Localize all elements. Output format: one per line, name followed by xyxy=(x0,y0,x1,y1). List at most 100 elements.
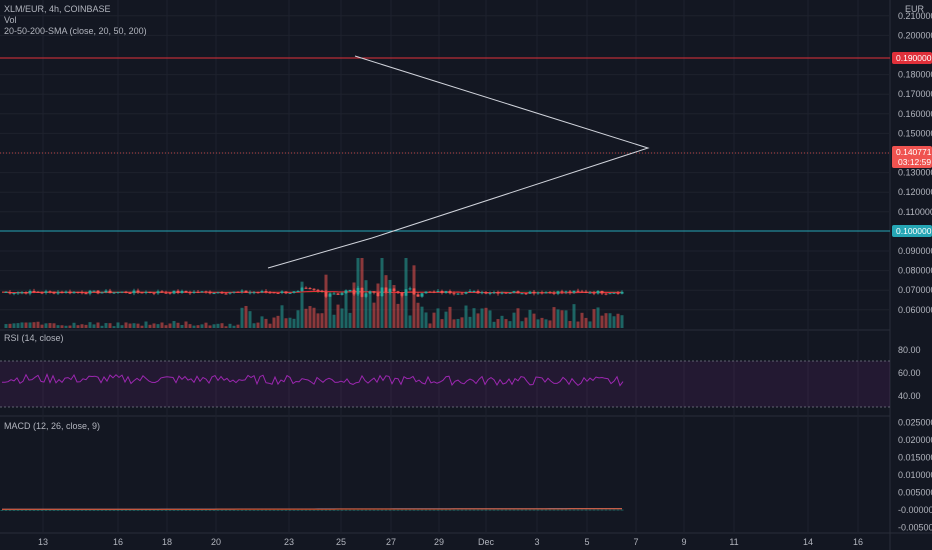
candle-body xyxy=(596,290,600,294)
candle-body xyxy=(96,290,100,294)
volume-bar xyxy=(148,324,152,328)
candle-body xyxy=(608,293,612,295)
macd-histogram-bar xyxy=(100,509,104,511)
candle-body xyxy=(412,288,416,295)
signal-line[interactable] xyxy=(2,508,622,510)
ma-legend[interactable]: 20-50-200-SMA (close, 20, 50, 200) xyxy=(4,26,147,36)
macd-histogram-bar xyxy=(492,509,496,511)
candle-body xyxy=(424,291,428,294)
candle-body xyxy=(444,291,448,294)
price-tick-label: 0.160000 xyxy=(898,109,932,119)
macd-histogram-bar xyxy=(488,509,492,511)
macd-histogram-bar xyxy=(540,509,544,511)
macd-histogram-bar xyxy=(380,509,384,511)
triangle-trendline[interactable] xyxy=(354,55,650,239)
macd-legend[interactable]: MACD (12, 26, close, 9) xyxy=(4,421,100,431)
time-tick-label: 16 xyxy=(853,537,863,547)
candle-body xyxy=(232,291,236,293)
candle-body xyxy=(528,291,532,294)
resistance-tag: 0.190000 xyxy=(892,52,932,64)
macd-histogram-bar xyxy=(532,509,536,511)
macd-histogram-bar xyxy=(432,509,436,511)
rsi-band xyxy=(0,361,890,407)
macd-histogram-bar xyxy=(596,509,600,511)
candle-body xyxy=(216,292,220,294)
candle-body xyxy=(356,287,360,295)
volume-bar xyxy=(68,325,72,328)
candle-body xyxy=(256,292,260,294)
candle-body xyxy=(400,292,404,296)
macd-histogram-bar xyxy=(280,509,284,511)
candle-body xyxy=(132,290,136,294)
volume-bar xyxy=(560,310,564,328)
candle-body xyxy=(8,291,12,294)
volume-bar xyxy=(460,317,464,328)
volume-bar xyxy=(188,324,192,328)
macd-histogram-bar xyxy=(200,509,204,511)
macd-histogram-bar xyxy=(504,509,508,511)
volume-bar xyxy=(212,324,216,328)
candle-body xyxy=(472,291,476,293)
volume-bar xyxy=(536,319,540,328)
volume-bar xyxy=(440,319,444,328)
volume-bar xyxy=(612,316,616,328)
triangle-lower-trendline[interactable] xyxy=(267,237,373,269)
candle-body xyxy=(80,292,84,294)
volume-bar xyxy=(344,290,348,328)
macd-histogram-bar xyxy=(476,509,480,511)
volume-bar xyxy=(352,282,356,328)
rsi-tick-label: 80.00 xyxy=(898,345,921,355)
macd-histogram-bar xyxy=(232,509,236,511)
price-tick-label: 0.150000 xyxy=(898,128,932,138)
volume-bar xyxy=(56,325,60,328)
rsi-legend[interactable]: RSI (14, close) xyxy=(4,333,64,343)
macd-histogram-bar xyxy=(212,509,216,511)
macd-histogram-bar xyxy=(180,509,184,511)
candle-body xyxy=(188,292,192,294)
candle-body xyxy=(288,292,292,294)
macd-histogram-bar xyxy=(436,509,440,511)
countdown-tag-text: 03:12:59 xyxy=(898,157,931,167)
macd-histogram-bar xyxy=(276,509,280,511)
macd-histogram-bar xyxy=(72,509,76,511)
volume-bar xyxy=(40,324,44,328)
candle-body xyxy=(332,293,336,295)
volume-bar xyxy=(548,320,552,328)
time-tick-label: 20 xyxy=(211,537,221,547)
time-tick-label: 5 xyxy=(584,537,589,547)
candle-body xyxy=(600,290,604,294)
volume-bar xyxy=(320,313,324,328)
price-tick-label: 0.070000 xyxy=(898,285,932,295)
macd-histogram-bar xyxy=(128,509,132,511)
candle-body xyxy=(408,288,412,290)
volume-bar xyxy=(364,280,368,328)
macd-histogram-bar xyxy=(604,509,608,511)
candle-body xyxy=(292,291,296,293)
macd-histogram-bar xyxy=(484,509,488,511)
macd-histogram-bar xyxy=(64,509,68,511)
macd-histogram-bar xyxy=(272,509,276,511)
volume-bar xyxy=(348,312,352,328)
macd-histogram-bar xyxy=(244,509,248,511)
volume-bar xyxy=(576,321,580,328)
macd-histogram-bar xyxy=(308,509,312,511)
candle-body xyxy=(328,293,332,297)
volume-bar xyxy=(96,322,100,328)
macd-histogram-bar xyxy=(52,509,56,511)
candle-body xyxy=(384,287,388,293)
volume-bar xyxy=(52,323,56,328)
volume-bar xyxy=(432,312,436,328)
volume-bar xyxy=(496,319,500,328)
macd-histogram-bar xyxy=(316,509,320,511)
volume-legend[interactable]: Vol xyxy=(4,15,17,25)
candle-body xyxy=(28,290,32,294)
symbol-title[interactable]: XLM/EUR, 4h, COINBASE xyxy=(4,4,111,14)
macd-histogram-bar xyxy=(364,509,368,511)
candle-body xyxy=(68,291,72,294)
macd-histogram-bar xyxy=(516,509,520,511)
macd-histogram-bar xyxy=(96,509,100,511)
volume-bar xyxy=(164,325,168,328)
rsi-line[interactable] xyxy=(1,372,624,387)
macd-histogram-bar xyxy=(352,509,356,511)
